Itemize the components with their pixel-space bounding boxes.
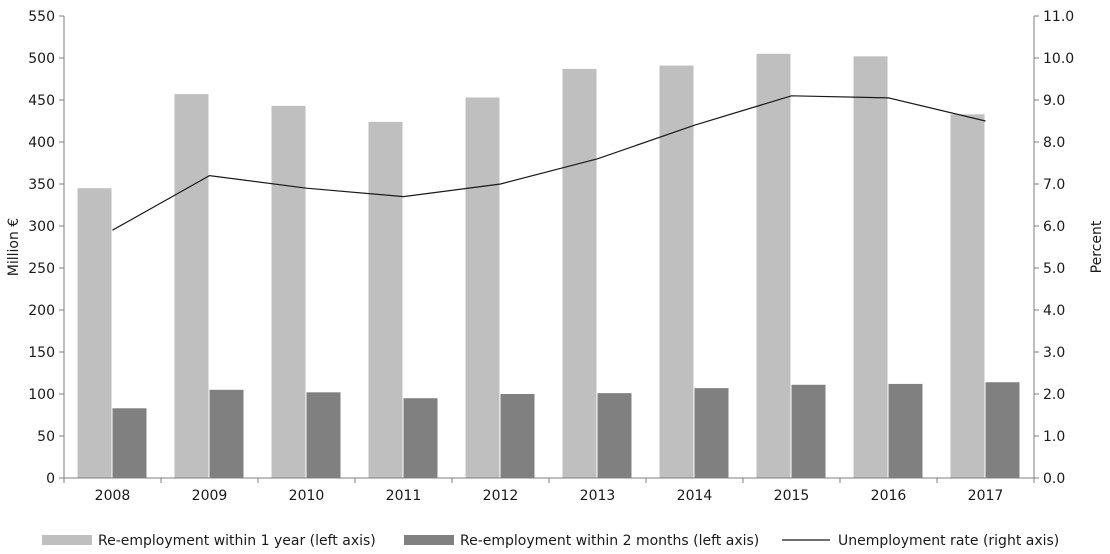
legend-re-employment-1-year-swatch — [42, 535, 92, 545]
bar-re-employment-2-months — [694, 388, 729, 478]
right-axis-tick-label: 10.0 — [1043, 51, 1074, 67]
bar-re-employment-2-months — [791, 384, 826, 478]
bar-re-employment-2-months — [985, 382, 1020, 478]
bar-re-employment-1-year — [465, 97, 500, 478]
x-axis-tick-label: 2015 — [774, 488, 810, 504]
legend-re-employment-2-months-swatch — [404, 535, 454, 545]
right-axis-tick-label: 4.0 — [1043, 303, 1065, 319]
bar-re-employment-1-year — [950, 114, 985, 478]
x-axis-tick-label: 2017 — [968, 488, 1004, 504]
bar-re-employment-2-months — [500, 394, 535, 478]
bar-re-employment-1-year — [174, 94, 209, 479]
right-axis-title: Percent — [1089, 220, 1105, 273]
bar-re-employment-2-months — [597, 393, 632, 478]
x-axis-tick-label: 2008 — [95, 488, 131, 504]
line-layer — [112, 95, 986, 231]
left-axis-tick-label: 350 — [28, 177, 55, 193]
left-axis-tick-label: 100 — [28, 387, 55, 403]
left-axis-tick-label: 250 — [28, 261, 55, 277]
right-axis-tick-label: 5.0 — [1043, 261, 1065, 277]
left-axis-title: Million € — [6, 218, 22, 276]
left-axis-tick-label: 0 — [46, 471, 55, 487]
right-axis-tick-label: 1.0 — [1043, 429, 1065, 445]
x-axis-tick-label: 2014 — [677, 488, 713, 504]
legend-re-employment-2-months: Re-employment within 2 months (left axis… — [404, 533, 759, 549]
right-axis-tick-label: 11.0 — [1043, 9, 1074, 25]
unemployment-rate-line — [112, 95, 986, 231]
bar-re-employment-1-year — [77, 188, 112, 478]
legend-re-employment-1-year: Re-employment within 1 year (left axis) — [42, 533, 376, 549]
right-axis-tick-label: 7.0 — [1043, 177, 1065, 193]
right-axis-tick-label: 9.0 — [1043, 93, 1065, 109]
bar-re-employment-1-year — [756, 53, 791, 479]
x-axis-tick-label: 2013 — [580, 488, 616, 504]
bar-re-employment-1-year — [659, 65, 694, 478]
bar-re-employment-1-year — [853, 56, 888, 478]
left-axis-tick-label: 50 — [37, 429, 55, 445]
bar-re-employment-2-months — [888, 383, 923, 478]
left-axis-tick-label: 200 — [28, 303, 55, 319]
bar-re-employment-1-year — [562, 68, 597, 479]
bar-re-employment-2-months — [112, 408, 147, 478]
right-axis-tick-label: 0.0 — [1043, 471, 1065, 487]
x-axis-tick-label: 2009 — [192, 488, 228, 504]
legend-unemployment-rate: Unemployment rate (right axis) — [782, 533, 1059, 549]
right-axis-tick-label: 8.0 — [1043, 135, 1065, 151]
legend-unemployment-rate-label: Unemployment rate (right axis) — [838, 533, 1059, 549]
left-axis-tick-label: 300 — [28, 219, 55, 235]
bar-re-employment-1-year — [271, 105, 306, 478]
left-axis-tick-label: 150 — [28, 345, 55, 361]
bars-layer — [77, 53, 1020, 479]
legend-re-employment-2-months-label: Re-employment within 2 months (left axis… — [460, 533, 759, 549]
left-axis-tick-label: 400 — [28, 135, 55, 151]
legend-layer: Re-employment within 1 year (left axis) R… — [42, 533, 1059, 549]
legend-re-employment-1-year-label: Re-employment within 1 year (left axis) — [98, 533, 376, 549]
right-axis-tick-label: 3.0 — [1043, 345, 1065, 361]
x-axis-tick-label: 2011 — [386, 488, 422, 504]
right-axis-tick-label: 2.0 — [1043, 387, 1065, 403]
x-axis-tick-label: 2012 — [483, 488, 519, 504]
bar-re-employment-2-months — [403, 398, 438, 478]
right-axis-tick-label: 6.0 — [1043, 219, 1065, 235]
left-axis-tick-label: 550 — [28, 9, 55, 25]
bar-re-employment-1-year — [368, 121, 403, 478]
x-axis-tick-label: 2016 — [871, 488, 907, 504]
x-axis-tick-label: 2010 — [289, 488, 325, 504]
bar-re-employment-2-months — [306, 392, 341, 478]
bar-re-employment-2-months — [209, 389, 244, 478]
axes-layer: 0 50 100 150 200 250 300 350 400 450 500 550 0.0 1.0 2… — [6, 9, 1105, 504]
left-axis-tick-label: 500 — [28, 51, 55, 67]
left-axis-tick-label: 450 — [28, 93, 55, 109]
